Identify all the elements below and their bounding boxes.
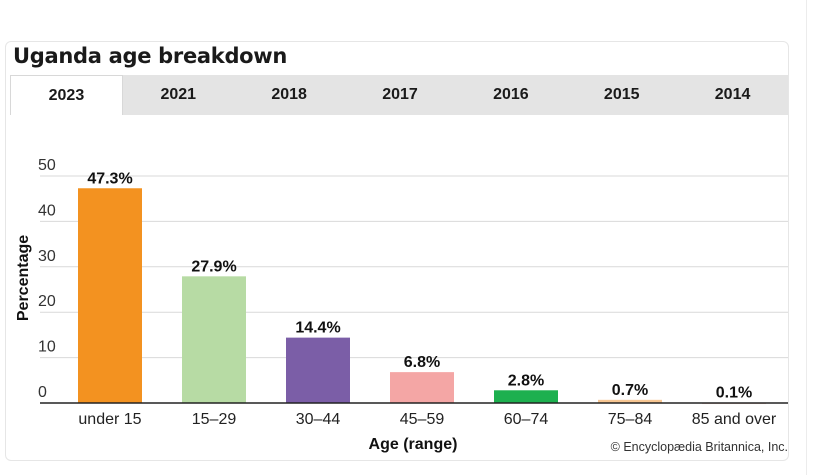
x-tick-label-2: 30–44 xyxy=(296,411,341,428)
y-axis-title: Percentage xyxy=(15,235,32,321)
bars xyxy=(78,188,766,405)
tab-year-2023[interactable]: 2023 xyxy=(10,75,123,115)
data-label-2: 14.4% xyxy=(295,320,340,337)
data-label-4: 2.8% xyxy=(508,372,544,389)
tab-year-2018[interactable]: 2018 xyxy=(271,86,307,103)
y-tick-label: 30 xyxy=(38,248,56,265)
bar-2[interactable] xyxy=(286,337,350,403)
year-tabs: 2023 2021 2018 2017 2016 2015 2014 xyxy=(10,75,788,115)
gridlines xyxy=(40,175,788,359)
bar-1[interactable] xyxy=(182,276,246,403)
tab-year-2014[interactable]: 2014 xyxy=(714,86,751,103)
y-tick-label: 10 xyxy=(38,339,56,356)
x-tick-label-5: 75–84 xyxy=(608,411,653,428)
y-tick-label: 50 xyxy=(38,157,56,174)
bar-4[interactable] xyxy=(494,390,558,403)
y-tick-label: 20 xyxy=(38,293,56,310)
y-tick-label: 0 xyxy=(38,384,47,401)
page-edge-divider xyxy=(806,0,807,475)
tab-year-2015[interactable]: 2015 xyxy=(603,86,640,103)
data-label-3: 6.8% xyxy=(404,354,440,371)
x-tick-label-4: 60–74 xyxy=(504,411,549,428)
bar-3[interactable] xyxy=(390,372,454,403)
tab-year-2016[interactable]: 2016 xyxy=(493,86,529,103)
x-tick-label-6: 85 and over xyxy=(692,411,777,428)
data-label-5: 0.7% xyxy=(612,382,648,399)
y-axis-ticks: 0 10 20 30 40 50 xyxy=(38,157,56,401)
x-axis-ticks: under 15 15–29 30–44 45–59 60–74 75–84 85 and … xyxy=(78,411,777,428)
tab-year-2021[interactable]: 2021 xyxy=(160,86,197,103)
y-tick-label: 40 xyxy=(38,202,56,219)
data-label-0: 47.3% xyxy=(87,170,132,187)
x-tick-label-1: 15–29 xyxy=(192,411,237,428)
copyright-credit: © Encyclopædia Britannica, Inc. xyxy=(611,440,788,454)
data-label-1: 27.9% xyxy=(191,258,236,275)
bar-0[interactable] xyxy=(78,188,142,403)
data-label-6: 0.1% xyxy=(716,385,752,402)
chart-title: Uganda age breakdown xyxy=(13,44,288,68)
x-axis-title: Age (range) xyxy=(369,436,458,453)
bar-5[interactable] xyxy=(598,399,662,403)
tab-year-2017[interactable]: 2017 xyxy=(382,86,418,103)
x-tick-label-0: under 15 xyxy=(78,411,141,428)
data-labels: 47.3% 27.9% 14.4% 6.8% 2.8% 0.7% 0.1% xyxy=(87,170,752,401)
x-tick-label-3: 45–59 xyxy=(400,411,445,428)
